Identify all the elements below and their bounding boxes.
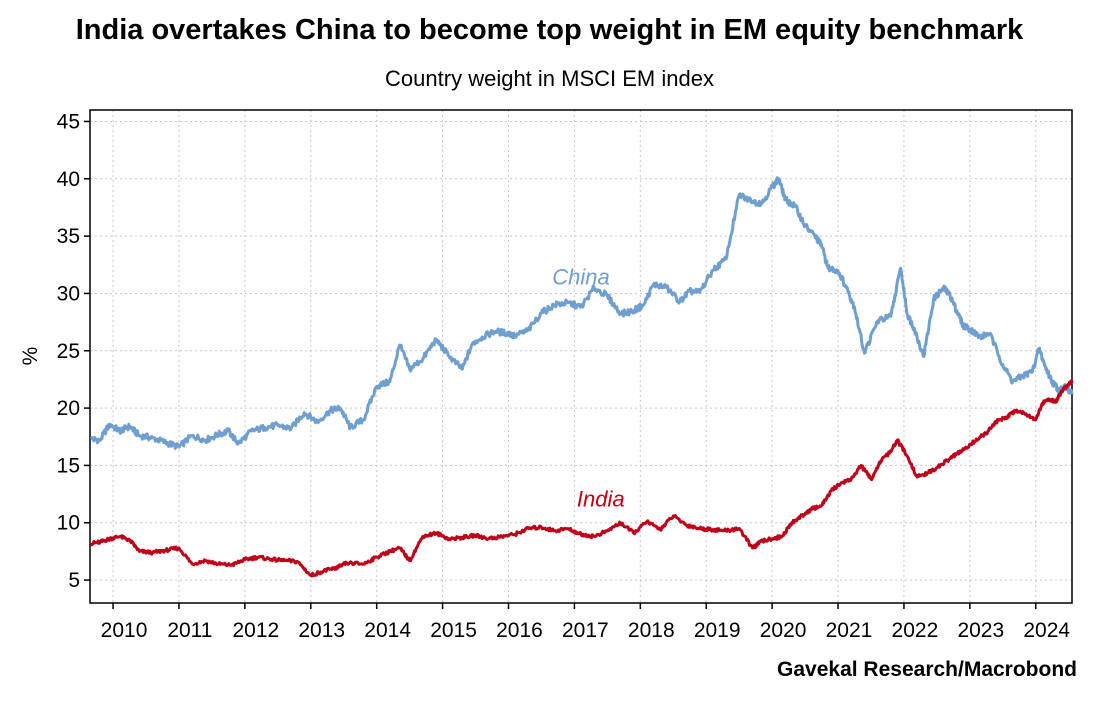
- x-tick-label: 2023: [957, 619, 1004, 642]
- grid: [90, 110, 1072, 603]
- x-tick-label: 2022: [892, 619, 939, 642]
- series-lines: [89, 176, 1074, 578]
- x-tick-label: 2024: [1023, 619, 1070, 642]
- y-tick-label: 40: [57, 168, 80, 191]
- series-labels: China India: [552, 264, 624, 511]
- chart-subtitle: Country weight in MSCI EM index: [385, 66, 714, 91]
- series-line-india: [89, 379, 1074, 578]
- x-tick-label: 2013: [298, 619, 345, 642]
- y-tick-label: 10: [57, 512, 80, 535]
- series-line-china: [89, 176, 1074, 450]
- x-tick-label: 2017: [562, 619, 609, 642]
- y-tick-label: 5: [68, 569, 80, 592]
- y-axis-label: %: [19, 347, 42, 366]
- x-tick-label: 2018: [628, 619, 675, 642]
- y-tick-label: 35: [57, 225, 80, 248]
- y-tick-label: 20: [57, 397, 80, 420]
- x-tick-label: 2015: [430, 619, 477, 642]
- x-tick-label: 2012: [232, 619, 279, 642]
- x-tick-label: 2016: [496, 619, 543, 642]
- y-tick-label: 25: [57, 340, 80, 363]
- y-tick-label: 45: [57, 110, 80, 133]
- source-credit: Gavekal Research/Macrobond: [777, 658, 1077, 681]
- x-tick-label: 2011: [167, 619, 212, 642]
- series-label-india: India: [577, 487, 625, 512]
- x-tick-label: 2021: [826, 619, 873, 642]
- chart-title: India overtakes China to become top weig…: [75, 14, 1024, 46]
- x-tick-label: 2020: [760, 619, 807, 642]
- y-tick-label: 15: [57, 454, 80, 477]
- x-tick-label: 2014: [364, 619, 411, 642]
- axes: 5 10 15 20 25 30 35 40 45 2010 2011 2012 2013 2014 201…: [57, 109, 1073, 642]
- series-label-china: China: [552, 264, 609, 289]
- x-tick-label: 2010: [101, 619, 148, 642]
- y-tick-label: 30: [57, 282, 80, 305]
- plot-frame: [89, 109, 1073, 604]
- x-tick-label: 2019: [694, 619, 741, 642]
